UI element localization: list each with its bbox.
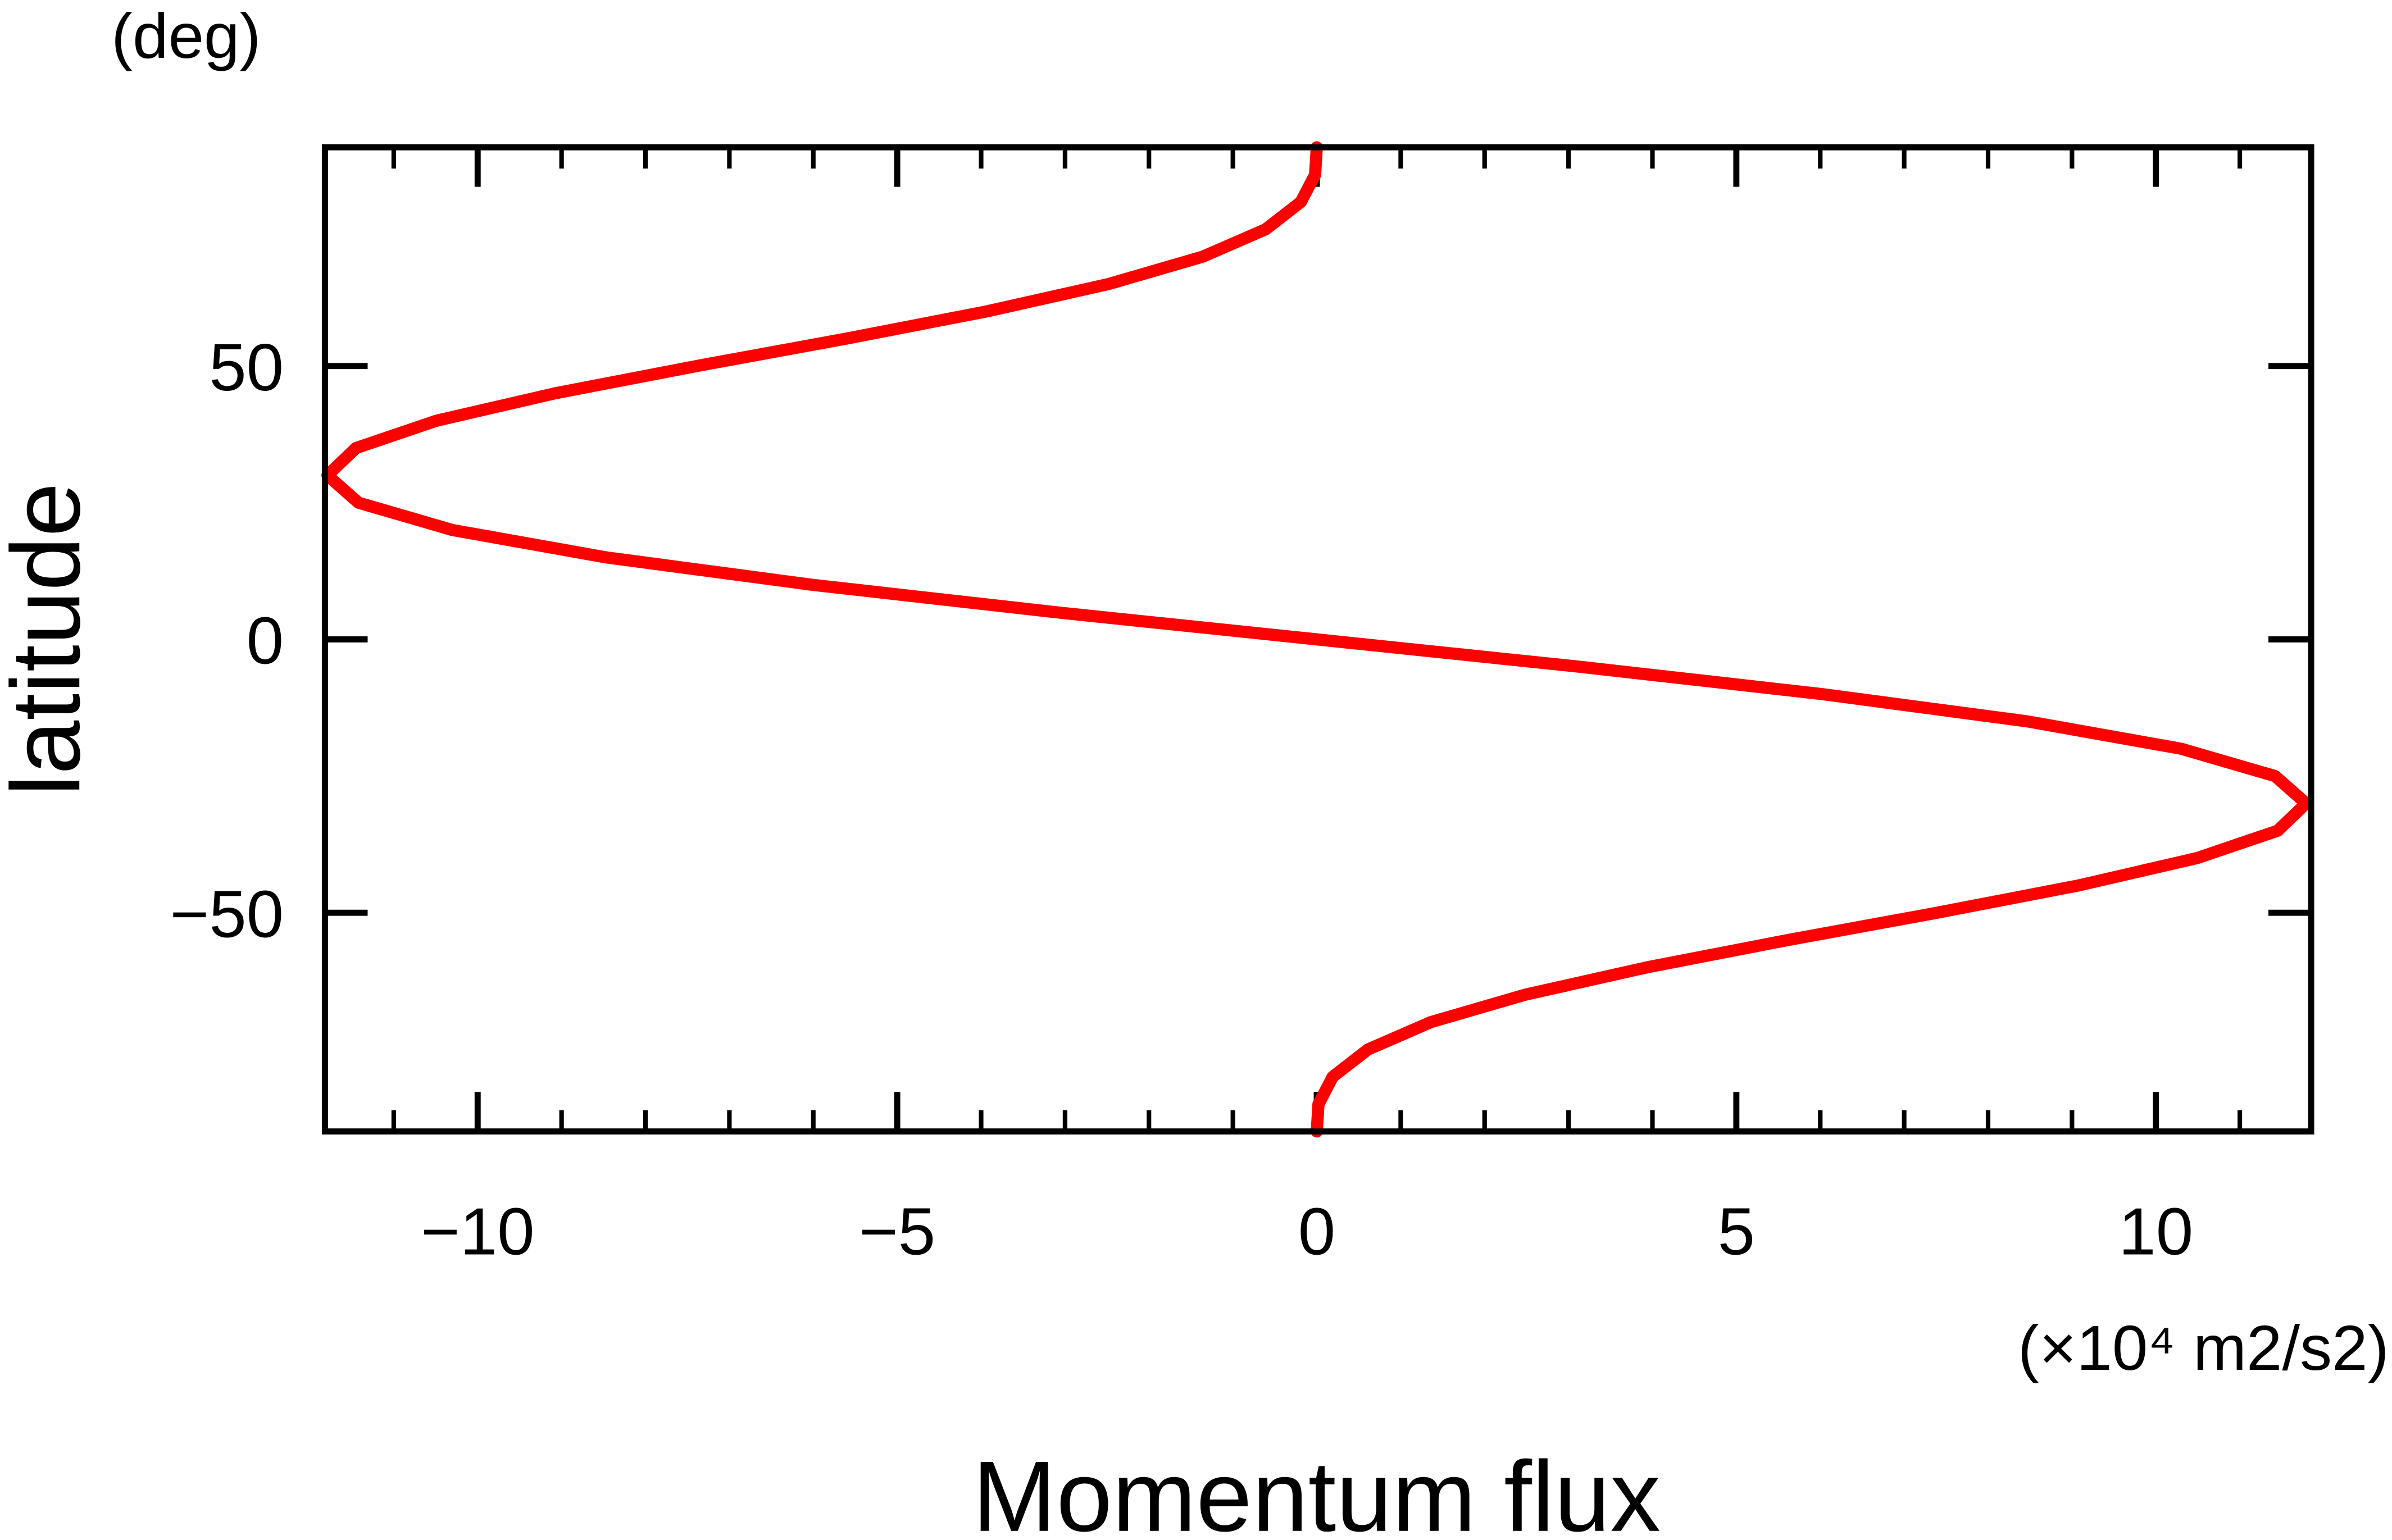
y-unit-label: (deg) <box>111 1 261 72</box>
x-axis-label: Momentum flux <box>972 1440 1661 1540</box>
y-tick-label: 0 <box>247 604 284 678</box>
y-tick-label: −50 <box>170 877 284 952</box>
x-tick-label: 5 <box>1718 1195 1755 1269</box>
x-tick-label: 0 <box>1298 1195 1335 1269</box>
data-line <box>321 141 2312 1138</box>
y-tick-label: 50 <box>209 330 284 405</box>
x-tick-label: −10 <box>421 1195 535 1269</box>
x-tick-label: 10 <box>2118 1195 2193 1269</box>
plot-frame <box>321 144 2314 1135</box>
x-unit-label: (×10⁴ m2/s2) <box>2018 1313 2389 1384</box>
x-tick-label: −5 <box>859 1195 935 1269</box>
y-axis-label: latitude <box>0 482 100 796</box>
